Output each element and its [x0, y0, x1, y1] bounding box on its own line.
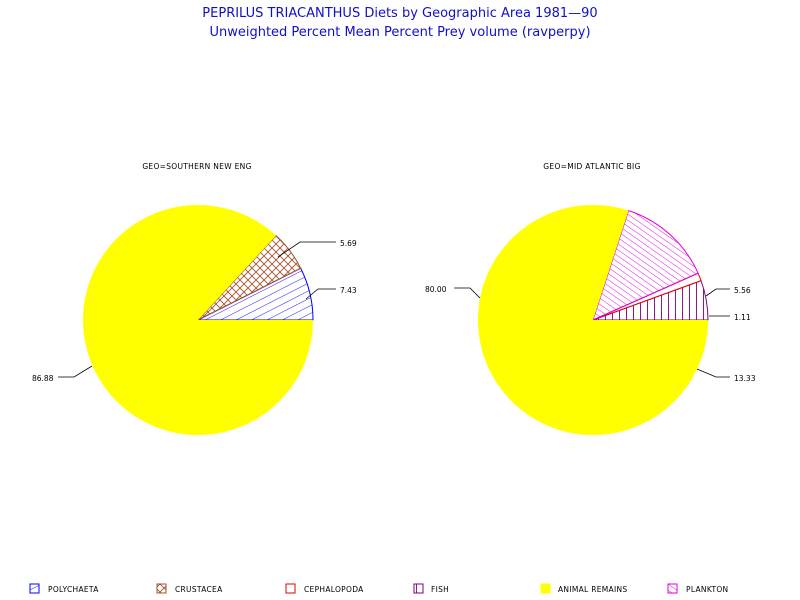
pie-slice-crustacea-sne — [197, 234, 302, 321]
leader-line-animal-remains-mab — [454, 287, 481, 299]
legend-item-fish: FISH — [413, 583, 449, 594]
chart-subtitle: Unweighted Percent Mean Percent Prey vol… — [209, 25, 590, 40]
data-label-animal-remains-sne: 86.88 — [32, 374, 54, 383]
pie-mid-atlantic-big — [477, 205, 709, 436]
pie-slice-plankton-mab — [592, 209, 699, 321]
legend-label-polychaeta: POLYCHAETA — [48, 585, 99, 594]
data-label-animal-remains-mab: 80.00 — [425, 285, 447, 294]
chart-title: PEPRILUS TRIACANTHUS Diets by Geographic… — [202, 6, 597, 21]
data-label-cephalopoda-mab: 1.11 — [734, 313, 751, 322]
legend-swatch-plankton — [667, 583, 678, 594]
pie-southern-new-eng — [82, 205, 314, 436]
legend-swatch-crustacea — [156, 583, 167, 594]
panel-title-mid-atlantic-big: GEO=MID ATLANTIC BIG — [543, 162, 640, 171]
legend-label-crustacea: CRUSTACEA — [175, 585, 223, 594]
legend-item-crustacea: CRUSTACEA — [156, 583, 223, 594]
leader-lines — [58, 241, 730, 378]
legend-item-cephalopoda: CEPHALOPODA — [285, 583, 364, 594]
data-label-fish-mab: 5.56 — [734, 286, 751, 295]
data-label-crustacea-sne: 5.69 — [340, 239, 357, 248]
legend-label-plankton: PLANKTON — [686, 585, 728, 594]
pie-slice-animal-remains-sne — [82, 205, 313, 436]
pie-slice-animal-remains-mab — [477, 205, 708, 436]
panel-title-southern-new-eng: GEO=SOUTHERN NEW ENG — [142, 162, 251, 171]
data-label-polychaeta-sne: 7.43 — [340, 286, 357, 295]
legend-swatch-fish — [413, 583, 424, 594]
legend-label-fish: FISH — [431, 585, 449, 594]
leader-line-plankton-mab — [696, 368, 730, 378]
legend-swatch-cephalopoda — [285, 583, 296, 594]
legend-label-cephalopoda: CEPHALOPODA — [304, 585, 364, 594]
data-label-plankton-mab: 13.33 — [734, 374, 756, 383]
legend-label-animal-remains: ANIMAL REMAINS — [558, 585, 627, 594]
legend-item-animal-remains: ANIMAL REMAINS — [540, 583, 627, 594]
leader-line-polychaeta-sne — [305, 288, 336, 300]
leader-line-animal-remains-sne — [58, 365, 93, 378]
legend-item-polychaeta: POLYCHAETA — [29, 583, 99, 594]
legend-swatch-polychaeta — [29, 583, 40, 594]
leader-line-fish-mab — [705, 288, 730, 297]
leader-line-crustacea-sne — [277, 241, 336, 258]
legend: POLYCHAETA CRUSTACEA CEPHALOPODA FISH AN… — [29, 583, 728, 594]
legend-item-plankton: PLANKTON — [667, 583, 728, 594]
legend-swatch-animal-remains — [540, 583, 551, 594]
